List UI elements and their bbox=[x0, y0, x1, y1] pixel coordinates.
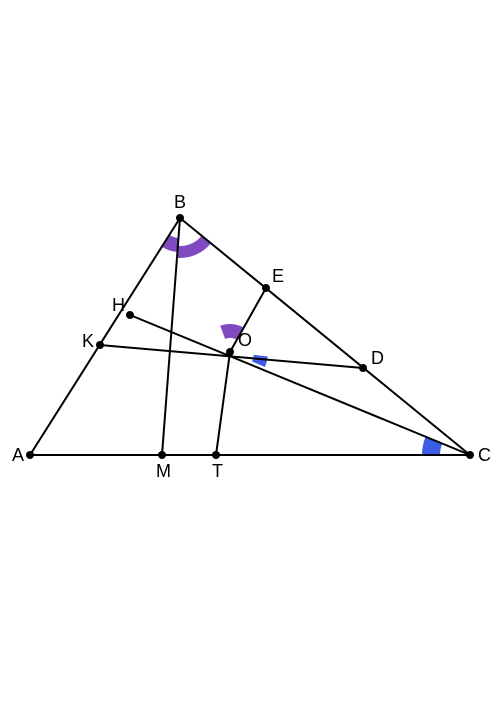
segment bbox=[180, 218, 470, 455]
vertex-point bbox=[226, 348, 234, 356]
vertex-point bbox=[466, 451, 474, 459]
vertex-point bbox=[176, 214, 184, 222]
vertex-label: B bbox=[174, 192, 186, 212]
vertex-label: M bbox=[156, 461, 171, 481]
vertex-label: O bbox=[238, 330, 252, 350]
labels-layer: A B C D E HK O M T bbox=[12, 192, 491, 481]
vertex-point bbox=[96, 341, 104, 349]
geometry-diagram: A B C D E HK O M T bbox=[0, 0, 500, 713]
segment bbox=[130, 315, 470, 455]
vertex-label: C bbox=[478, 445, 491, 465]
vertex-point bbox=[212, 451, 220, 459]
vertex-point bbox=[262, 284, 270, 292]
segment bbox=[30, 218, 180, 455]
vertex-point bbox=[359, 364, 367, 372]
vertex-point bbox=[26, 451, 34, 459]
vertex-label: D bbox=[371, 348, 384, 368]
segment bbox=[162, 218, 180, 455]
segment bbox=[216, 352, 230, 455]
vertex-point bbox=[126, 311, 134, 319]
vertex-label: A bbox=[12, 445, 24, 465]
vertex-label: T bbox=[212, 461, 223, 481]
vertex-label: H bbox=[112, 295, 125, 315]
vertex-point bbox=[158, 451, 166, 459]
vertex-label: E bbox=[272, 266, 284, 286]
vertex-label: K bbox=[82, 331, 94, 351]
